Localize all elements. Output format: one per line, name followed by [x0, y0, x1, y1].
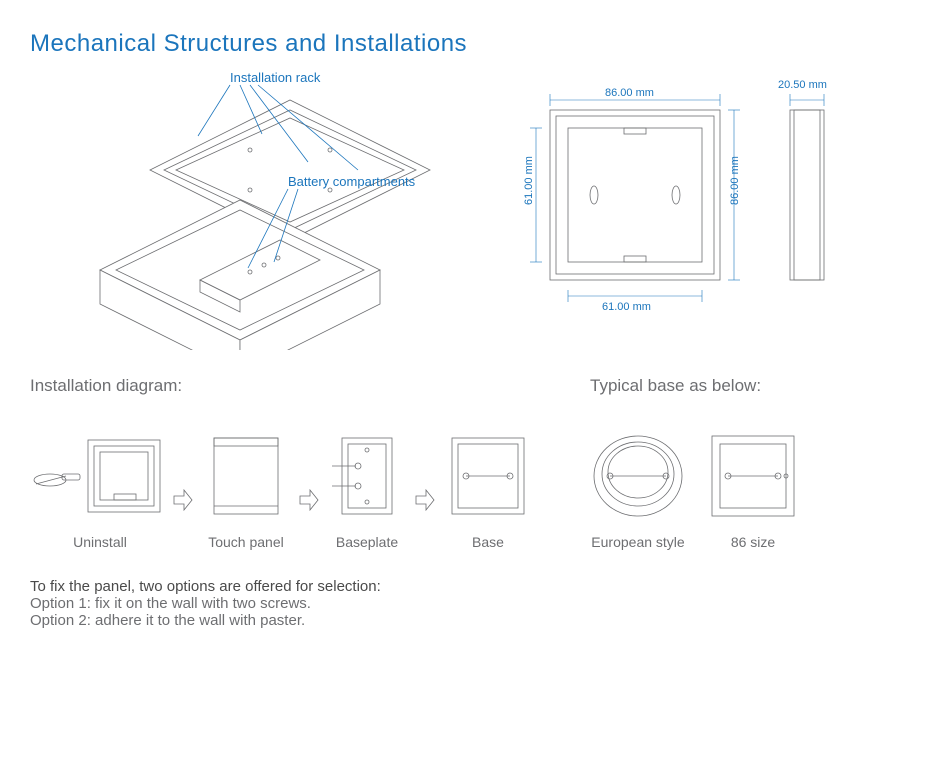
arrow-icon: [170, 450, 196, 550]
item-uninstall: Uninstall: [30, 426, 170, 550]
arrow-icon: [412, 450, 438, 550]
dim-inner-h: 61.00 mm: [523, 156, 535, 205]
dim-outer-w: 86.00 mm: [605, 87, 654, 99]
arrow-icon: [296, 450, 322, 550]
footer-opt1: Option 1: fix it on the wall with two sc…: [30, 595, 910, 612]
item-86: 86 size: [698, 426, 808, 550]
cap-uninstall: Uninstall: [30, 534, 170, 550]
footer-lead: To fix the panel, two options are offere…: [30, 578, 910, 595]
install-heading: Installation diagram:: [30, 376, 590, 396]
page: Mechanical Structures and Installations: [0, 0, 940, 771]
callout-battery: Battery compartments: [288, 174, 416, 189]
dim-depth: 20.50 mm: [778, 79, 827, 91]
item-base: Base: [438, 426, 538, 550]
dim-inner-w: 61.00 mm: [602, 301, 651, 313]
dimension-diagram: 86.00 mm 61.00 mm 61.00 mm: [490, 70, 910, 330]
cap-touchpanel: Touch panel: [196, 534, 296, 550]
footer-opt2: Option 2: adhere it to the wall with pas…: [30, 612, 910, 629]
cap-baseplate: Baseplate: [322, 534, 412, 550]
cap-86: 86 size: [698, 534, 808, 550]
exploded-view-diagram: Installation rack Battery compartments: [30, 70, 450, 350]
item-euro: European style: [578, 426, 698, 550]
cap-euro: European style: [578, 534, 698, 550]
page-title: Mechanical Structures and Installations: [30, 30, 910, 58]
item-baseplate: Baseplate: [322, 426, 412, 550]
item-touchpanel: Touch panel: [196, 426, 296, 550]
cap-base: Base: [438, 534, 538, 550]
dim-outer-h: 86.00 mm: [729, 156, 741, 205]
footer-block: To fix the panel, two options are offere…: [30, 578, 910, 629]
typical-heading: Typical base as below:: [590, 376, 761, 396]
callout-installation-rack: Installation rack: [230, 70, 321, 85]
